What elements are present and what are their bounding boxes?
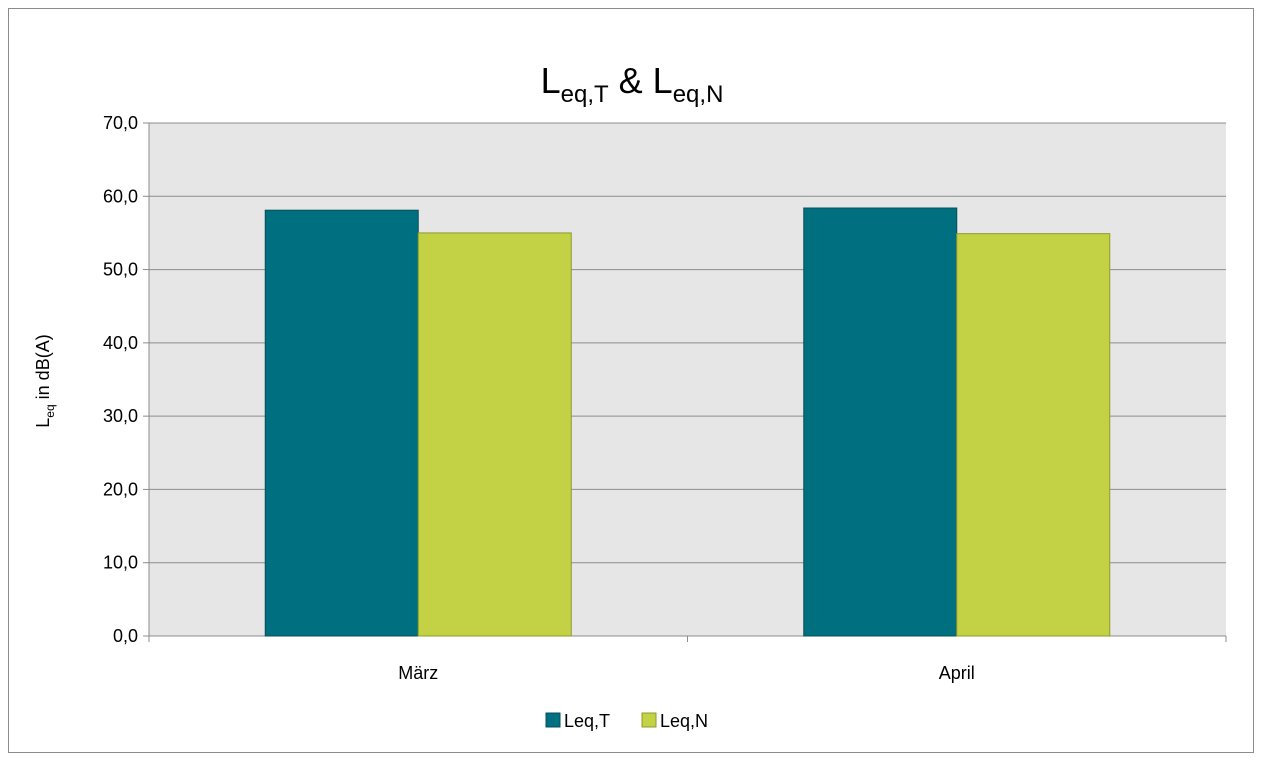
- legend-swatch: [545, 712, 561, 728]
- y-axis-title: Leq in dB(A): [33, 334, 57, 427]
- title-part1-base: L: [541, 60, 561, 101]
- legend-swatch: [641, 712, 657, 728]
- y-axis-title-rest: in dB(A): [33, 334, 53, 404]
- title-part2-sub: eq,N: [673, 81, 724, 108]
- y-tick-label: 20,0: [103, 479, 138, 499]
- y-tick-label: 70,0: [103, 113, 138, 133]
- title-part2-base: L: [653, 60, 673, 101]
- y-tick-label: 50,0: [103, 260, 138, 280]
- chart-frame: Leq,T & Leq,N 0,0 10,0 20,0 30,0 40,0 50,0 60,…: [8, 8, 1254, 753]
- legend-label: Leq,T: [564, 711, 610, 731]
- chart-title: Leq,T & Leq,N: [541, 60, 724, 108]
- y-tick-label: 10,0: [103, 553, 138, 573]
- y-tick-label: 40,0: [103, 333, 138, 353]
- x-tick-label: April: [939, 663, 975, 683]
- y-axis-ticks: 0,0 10,0 20,0 30,0 40,0 50,0 60,0 70,0: [103, 113, 149, 646]
- y-tick-label: 0,0: [113, 626, 138, 646]
- y-tick-label: 30,0: [103, 406, 138, 426]
- bar-chart: Leq,T & Leq,N 0,0 10,0 20,0 30,0 40,0 50,0 60,…: [33, 60, 1227, 731]
- bar-april-series-1: [803, 207, 958, 637]
- x-axis-ticks: März April: [148, 636, 1227, 683]
- y-tick-label: 60,0: [103, 186, 138, 206]
- bars: [264, 207, 1111, 637]
- bar-mrz-series-1: [264, 209, 419, 637]
- bar-april-series-2: [956, 233, 1111, 637]
- title-joiner: &: [609, 60, 653, 101]
- bar-mrz-series-2: [417, 232, 572, 637]
- legend-label: Leq,N: [660, 711, 708, 731]
- x-tick-label: März: [398, 663, 438, 683]
- title-part1-sub: eq,T: [561, 81, 609, 108]
- y-axis-title-base: L: [33, 418, 53, 428]
- y-axis-title-sub: eq: [43, 404, 57, 417]
- legend: Leq,T Leq,N: [545, 711, 708, 731]
